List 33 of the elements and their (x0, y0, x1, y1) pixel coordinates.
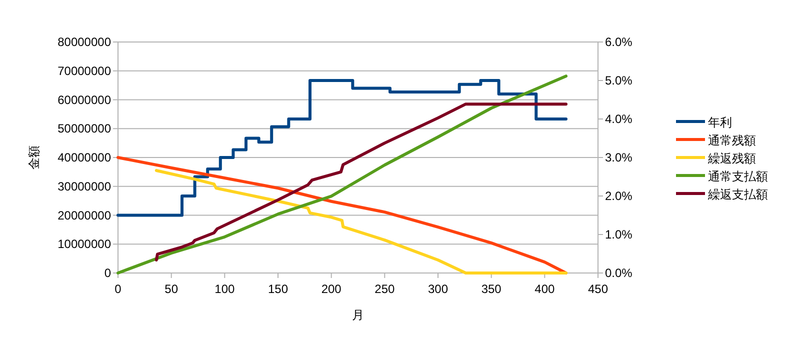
x-tick-label: 50 (164, 282, 178, 296)
legend-label: 通常残額 (708, 134, 756, 148)
y-tick-label: 40000000 (58, 150, 112, 164)
legend-label: 通常支払額 (708, 170, 768, 184)
x-tick-label: 250 (374, 282, 395, 296)
x-tick-label: 200 (321, 282, 342, 296)
x-tick-label: 0 (114, 282, 122, 296)
y-tick-label: 30000000 (58, 179, 112, 194)
x-tick-label: 100 (214, 282, 235, 296)
x-tick-label: 400 (534, 282, 555, 296)
y2-tick-label: 0.0% (605, 266, 633, 280)
x-tick-label: 450 (588, 282, 608, 296)
legend-label: 繰返支払額 (707, 188, 768, 202)
y-tick-label: 60000000 (58, 92, 112, 107)
y2-tick-label: 2.0% (605, 189, 633, 203)
y2-tick-label: 1.0% (605, 228, 633, 242)
y-tick-label: 50000000 (58, 122, 112, 136)
y-tick-label: 80000000 (58, 35, 112, 49)
legend-label: 年利 (708, 116, 732, 130)
x-tick-label: 350 (481, 282, 502, 296)
y2-tick-label: 6.0% (605, 35, 633, 49)
y-tick-label: 0 (104, 266, 112, 280)
x-axis-title: 月 (352, 308, 364, 322)
y-axis-title: 金額 (27, 146, 41, 170)
y-tick-label: 20000000 (58, 208, 112, 222)
y2-tick-label: 3.0% (605, 150, 633, 164)
y-tick-label: 10000000 (58, 237, 112, 252)
legend-label: 繰返残額 (707, 152, 756, 166)
x-tick-label: 150 (268, 282, 288, 296)
y-tick-label: 70000000 (58, 64, 112, 78)
y2-tick-label: 4.0% (605, 112, 633, 126)
y2-tick-label: 5.0% (605, 74, 633, 88)
x-tick-label: 300 (428, 282, 448, 296)
